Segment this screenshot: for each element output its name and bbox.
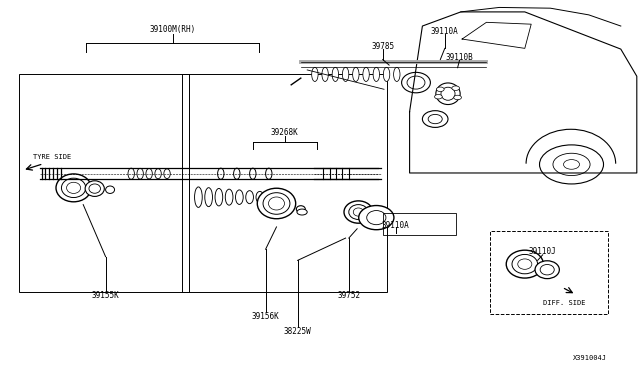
Ellipse shape [535,261,559,279]
Ellipse shape [436,83,460,105]
Ellipse shape [349,205,368,219]
Text: 39156K: 39156K [252,312,280,321]
Ellipse shape [155,169,161,179]
Ellipse shape [322,67,328,81]
Text: 39752: 39752 [337,291,360,300]
Ellipse shape [250,168,256,179]
Ellipse shape [269,197,285,210]
Text: DIFF. SIDE: DIFF. SIDE [543,300,586,306]
Ellipse shape [332,67,339,81]
Ellipse shape [518,259,532,269]
Bar [19,74,189,292]
Ellipse shape [353,208,364,216]
Ellipse shape [506,250,543,278]
Ellipse shape [407,76,425,89]
Ellipse shape [512,254,538,274]
Ellipse shape [85,181,104,196]
Ellipse shape [540,145,604,184]
Ellipse shape [358,205,394,230]
Ellipse shape [540,264,554,275]
Ellipse shape [67,182,81,193]
Ellipse shape [428,115,442,124]
Ellipse shape [402,72,431,93]
Ellipse shape [353,67,359,81]
Ellipse shape [312,67,318,81]
Text: 39110J: 39110J [529,247,557,256]
Text: TYRE SIDE: TYRE SIDE [33,154,72,160]
Ellipse shape [553,153,590,176]
Text: 38225W: 38225W [284,327,312,336]
Circle shape [436,87,444,92]
Ellipse shape [218,168,224,179]
Circle shape [454,95,461,100]
Text: 39155K: 39155K [92,291,120,300]
Bar [182,74,387,292]
Ellipse shape [236,190,243,205]
Ellipse shape [164,169,170,179]
Ellipse shape [383,67,390,81]
Ellipse shape [296,206,305,212]
Circle shape [297,209,307,215]
Ellipse shape [128,168,134,179]
Ellipse shape [61,178,86,198]
Ellipse shape [394,67,400,81]
Ellipse shape [137,168,143,179]
Text: 39268K: 39268K [271,128,299,137]
Ellipse shape [56,174,92,202]
Ellipse shape [195,187,202,208]
Bar [383,213,456,235]
Ellipse shape [263,193,290,214]
Ellipse shape [344,201,372,223]
Ellipse shape [146,169,152,179]
Ellipse shape [422,111,448,128]
Ellipse shape [363,67,369,81]
Circle shape [452,86,460,90]
Ellipse shape [89,184,100,193]
Ellipse shape [257,188,296,219]
Ellipse shape [225,189,233,205]
Ellipse shape [367,211,386,225]
Ellipse shape [205,188,212,207]
Ellipse shape [266,168,272,179]
Ellipse shape [106,186,115,193]
Bar [490,231,608,314]
Ellipse shape [215,188,223,206]
Text: 39110A: 39110A [431,27,459,36]
Text: 39785: 39785 [371,42,394,51]
Ellipse shape [256,191,264,203]
Ellipse shape [564,160,580,169]
Ellipse shape [234,168,240,179]
Text: X391004J: X391004J [573,355,607,361]
Ellipse shape [373,67,380,81]
Text: 39110A: 39110A [381,221,410,230]
Text: 39110B: 39110B [445,53,474,62]
Ellipse shape [441,87,455,100]
Ellipse shape [342,67,349,81]
Circle shape [435,94,442,99]
Text: 39100M(RH): 39100M(RH) [150,25,196,34]
Ellipse shape [246,191,253,204]
